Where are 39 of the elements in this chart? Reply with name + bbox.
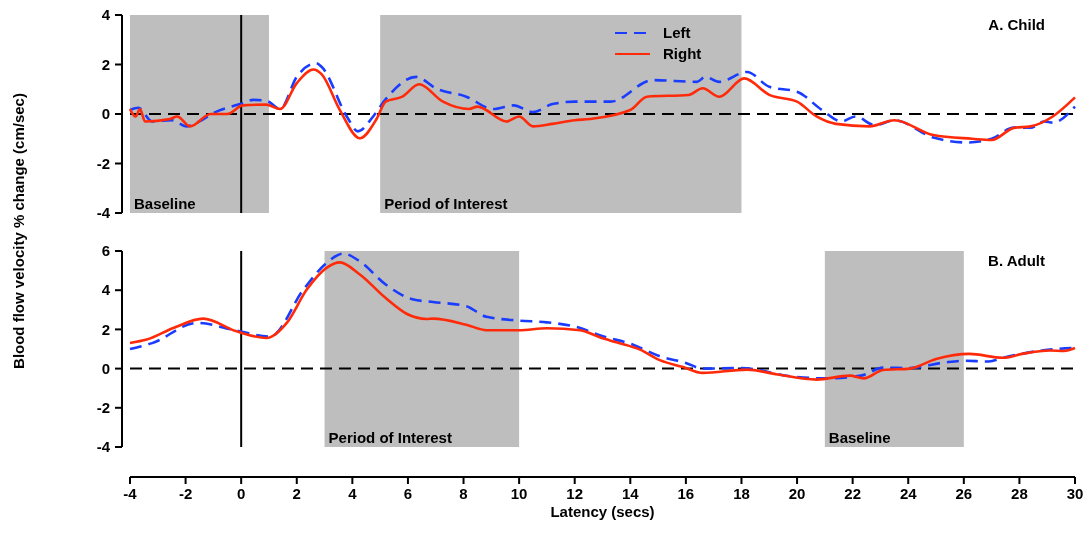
x-tick-label: 28 bbox=[1011, 485, 1028, 502]
band-label: Baseline bbox=[828, 429, 891, 446]
chart-title: A. Child bbox=[988, 16, 1045, 33]
x-tick-label: -2 bbox=[178, 485, 193, 502]
x-tick-label: 16 bbox=[677, 485, 695, 502]
y-tick-label: 6 bbox=[101, 242, 110, 260]
x-tick-label: 8 bbox=[459, 485, 468, 502]
x-tick-label: 2 bbox=[292, 485, 301, 502]
x-tick-label: 14 bbox=[621, 485, 640, 502]
x-tick-label: 30 bbox=[1066, 485, 1084, 502]
x-tick-label: -4 bbox=[123, 485, 138, 502]
y-tick-label: -2 bbox=[96, 154, 110, 172]
x-tick-label: 18 bbox=[733, 485, 750, 502]
legend-label: Right bbox=[663, 45, 702, 63]
y-tick-label: 4 bbox=[101, 6, 111, 24]
x-tick-label: 22 bbox=[844, 485, 861, 502]
band-label: Baseline bbox=[134, 195, 196, 212]
y-tick-label: -2 bbox=[96, 399, 110, 417]
y-axis-title: Blood flow velocity % change (cm/sec) bbox=[10, 93, 27, 369]
legend-label: Left bbox=[663, 24, 691, 42]
x-tick-label: 4 bbox=[348, 485, 358, 502]
y-tick-label: 4 bbox=[101, 281, 111, 299]
x-tick-label: 20 bbox=[788, 485, 806, 502]
y-tick-label: 0 bbox=[101, 359, 110, 377]
y-tick-label: 0 bbox=[101, 105, 110, 123]
x-tick-label: 0 bbox=[237, 485, 246, 502]
y-tick-label: -4 bbox=[96, 438, 111, 456]
chart-title: B. Adult bbox=[988, 252, 1045, 269]
x-tick-label: 26 bbox=[955, 485, 973, 502]
x-tick-label: 24 bbox=[899, 485, 918, 502]
band-label: Period of Interest bbox=[384, 195, 508, 212]
x-tick-label: 12 bbox=[566, 485, 584, 502]
y-tick-label: -4 bbox=[96, 204, 111, 222]
band-label: Period of Interest bbox=[328, 429, 452, 446]
x-tick-label: 6 bbox=[403, 485, 413, 502]
x-tick-label: 10 bbox=[510, 485, 528, 502]
y-tick-label: 2 bbox=[101, 55, 110, 73]
x-axis-title: Latency (secs) bbox=[550, 503, 655, 520]
y-tick-label: 2 bbox=[101, 320, 110, 338]
